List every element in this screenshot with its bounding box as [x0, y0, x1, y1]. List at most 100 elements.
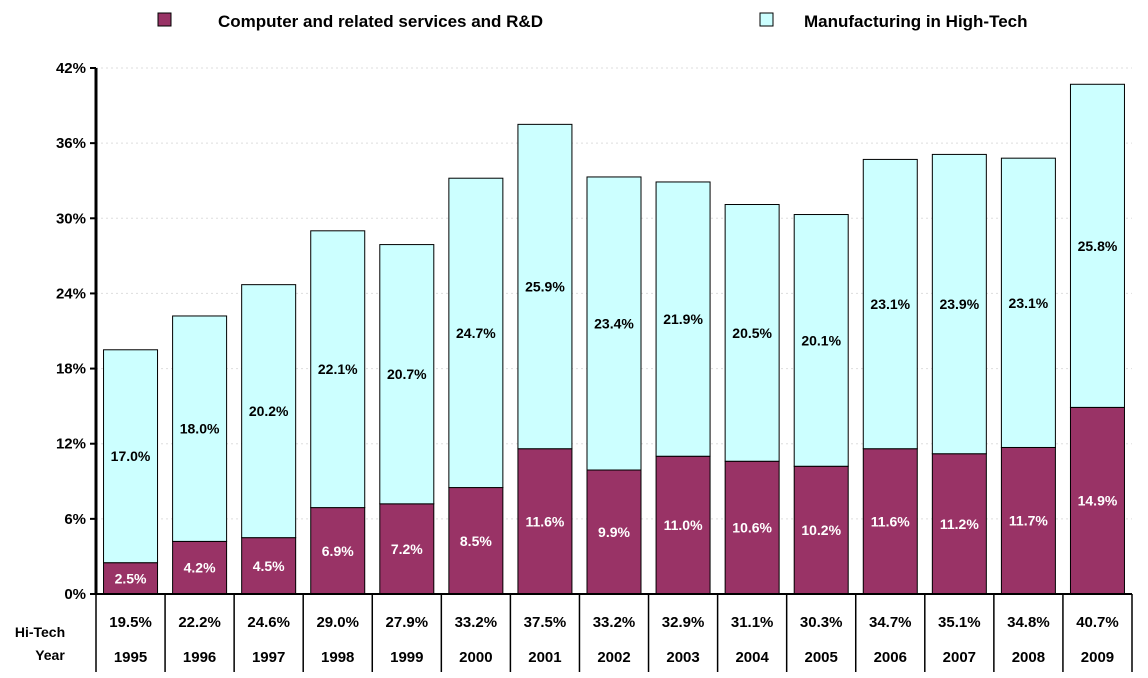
x-tick-label-year: 1998 — [321, 649, 354, 666]
bar-segment-computer-services — [1069, 406, 1125, 595]
table-cell-hitech-total: 27.9% — [386, 614, 429, 631]
bar-segment-manufacturing — [103, 349, 159, 564]
data-label-computer-services: 4.5% — [253, 558, 285, 574]
x-tick-label-year: 1996 — [183, 649, 216, 666]
data-label-computer-services: 11.6% — [871, 513, 910, 529]
x-tick-label-year: 2003 — [666, 649, 699, 666]
bar-segment-manufacturing — [241, 284, 297, 539]
data-label-manufacturing: 23.9% — [939, 296, 979, 312]
table-cell-hitech-total: 34.7% — [869, 614, 912, 631]
data-label-manufacturing: 20.1% — [801, 332, 841, 348]
table-cell-hitech-total: 29.0% — [316, 614, 359, 631]
x-tick-label-year: 2001 — [528, 649, 561, 666]
x-tick-label-year: 2008 — [1012, 649, 1045, 666]
bar-segment-computer-services — [586, 469, 642, 595]
y-tick-label: 18% — [56, 361, 86, 378]
data-label-manufacturing: 22.1% — [318, 361, 358, 377]
y-tick-label: 0% — [64, 586, 86, 603]
bar-segment-computer-services — [724, 460, 780, 595]
data-label-manufacturing: 20.5% — [732, 325, 772, 341]
bar-segment-computer-services — [103, 562, 159, 595]
data-label-computer-services: 9.9% — [598, 524, 630, 540]
x-tick-label-year: 1995 — [114, 649, 147, 666]
data-label-manufacturing: 25.9% — [525, 279, 565, 295]
data-label-manufacturing: 24.7% — [456, 325, 496, 341]
table-cell-hitech-total: 35.1% — [938, 614, 981, 631]
data-label-manufacturing: 17.0% — [111, 448, 151, 464]
bar-segment-computer-services — [517, 448, 573, 595]
table-row-header-year: Year — [35, 647, 65, 663]
data-label-computer-services: 4.2% — [184, 560, 216, 576]
data-label-manufacturing: 20.2% — [249, 403, 289, 419]
x-tick-label-year: 2005 — [805, 649, 838, 666]
data-label-computer-services: 11.2% — [940, 516, 979, 532]
x-tick-label-year: 2009 — [1081, 649, 1114, 666]
bar-segment-manufacturing — [586, 176, 642, 471]
bar-segment-computer-services — [862, 448, 918, 595]
data-label-manufacturing: 23.4% — [594, 315, 634, 331]
table-row-header-hitech: Hi-Tech — [15, 624, 65, 640]
table-cell-hitech-total: 32.9% — [662, 614, 705, 631]
legend: Computer and related services and R&D Ma… — [157, 12, 1028, 31]
bar-segment-manufacturing — [379, 244, 435, 505]
table-cell-hitech-total: 22.2% — [178, 614, 221, 631]
bar-segment-computer-services — [1000, 446, 1056, 595]
data-label-manufacturing: 25.8% — [1078, 238, 1118, 254]
bar-segment-manufacturing — [862, 158, 918, 450]
data-label-computer-services: 11.6% — [525, 513, 564, 529]
x-tick-label-year: 1997 — [252, 649, 285, 666]
data-label-computer-services: 11.7% — [1009, 513, 1048, 529]
bar-segment-computer-services — [448, 487, 504, 595]
bar-segment-computer-services — [655, 455, 711, 595]
data-label-computer-services: 10.6% — [732, 520, 772, 536]
y-tick-label: 24% — [56, 285, 86, 302]
table-cell-hitech-total: 24.6% — [247, 614, 290, 631]
table-cell-hitech-total: 33.2% — [593, 614, 636, 631]
data-label-manufacturing: 21.9% — [663, 311, 703, 327]
legend-swatch-manufacturing — [759, 12, 774, 27]
data-label-computer-services: 6.9% — [322, 543, 354, 559]
bar-segment-manufacturing — [793, 214, 849, 467]
table-cell-hitech-total: 34.8% — [1007, 614, 1050, 631]
legend-label-manufacturing: Manufacturing in High-Tech — [804, 12, 1028, 31]
bar-segment-manufacturing — [448, 177, 504, 489]
bar-segment-manufacturing — [517, 123, 573, 450]
bar-segment-manufacturing — [172, 315, 228, 542]
bar-segment-manufacturing — [724, 204, 780, 462]
table-cell-hitech-total: 37.5% — [524, 614, 567, 631]
data-label-computer-services: 10.2% — [801, 522, 841, 538]
data-table: Hi-Tech Year 19.5% 1995 22.2% 1996 24.6% 1997 29… — [15, 594, 1133, 672]
x-tick-label-year: 2002 — [597, 649, 630, 666]
data-label-manufacturing: 20.7% — [387, 366, 427, 382]
table-cell-hitech-total: 33.2% — [455, 614, 498, 631]
data-label-computer-services: 2.5% — [115, 570, 147, 586]
data-label-computer-services: 8.5% — [460, 533, 492, 549]
y-tick-label: 6% — [64, 511, 86, 528]
legend-swatch-computer-services — [157, 12, 172, 27]
bar-segment-manufacturing — [1000, 157, 1056, 448]
bar-segment-computer-services — [793, 465, 849, 595]
data-label-manufacturing: 18.0% — [180, 421, 220, 437]
y-tick-label: 30% — [56, 210, 86, 227]
x-tick-label-year: 1999 — [390, 649, 423, 666]
x-tick-label-year: 2006 — [874, 649, 907, 666]
table-cell-hitech-total: 40.7% — [1076, 614, 1119, 631]
table-cell-hitech-total: 19.5% — [109, 614, 152, 631]
y-tick-label: 12% — [56, 436, 86, 453]
legend-label-computer-services: Computer and related services and R&D — [218, 12, 543, 31]
bar-segment-manufacturing — [1069, 83, 1125, 408]
data-label-manufacturing: 23.1% — [1009, 295, 1049, 311]
bar-segment-manufacturing — [931, 153, 987, 455]
bar-segment-computer-services — [931, 453, 987, 595]
data-label-computer-services: 14.9% — [1078, 493, 1118, 509]
table-cell-hitech-total: 31.1% — [731, 614, 774, 631]
bar-segment-manufacturing — [655, 181, 711, 457]
data-label-computer-services: 11.0% — [664, 517, 703, 533]
bar-segment-manufacturing — [310, 230, 366, 509]
x-tick-label-year: 2004 — [735, 649, 769, 666]
y-tick-label: 42% — [56, 60, 86, 77]
y-axis: 0% 6% 12% 18% 24% 30% 36% 42% — [56, 60, 1132, 603]
bars: 2.5% 17.0% 4.2% 18.0% 4.5% 20.2% 6.9% 22.1% 7.2%… — [103, 83, 1125, 595]
